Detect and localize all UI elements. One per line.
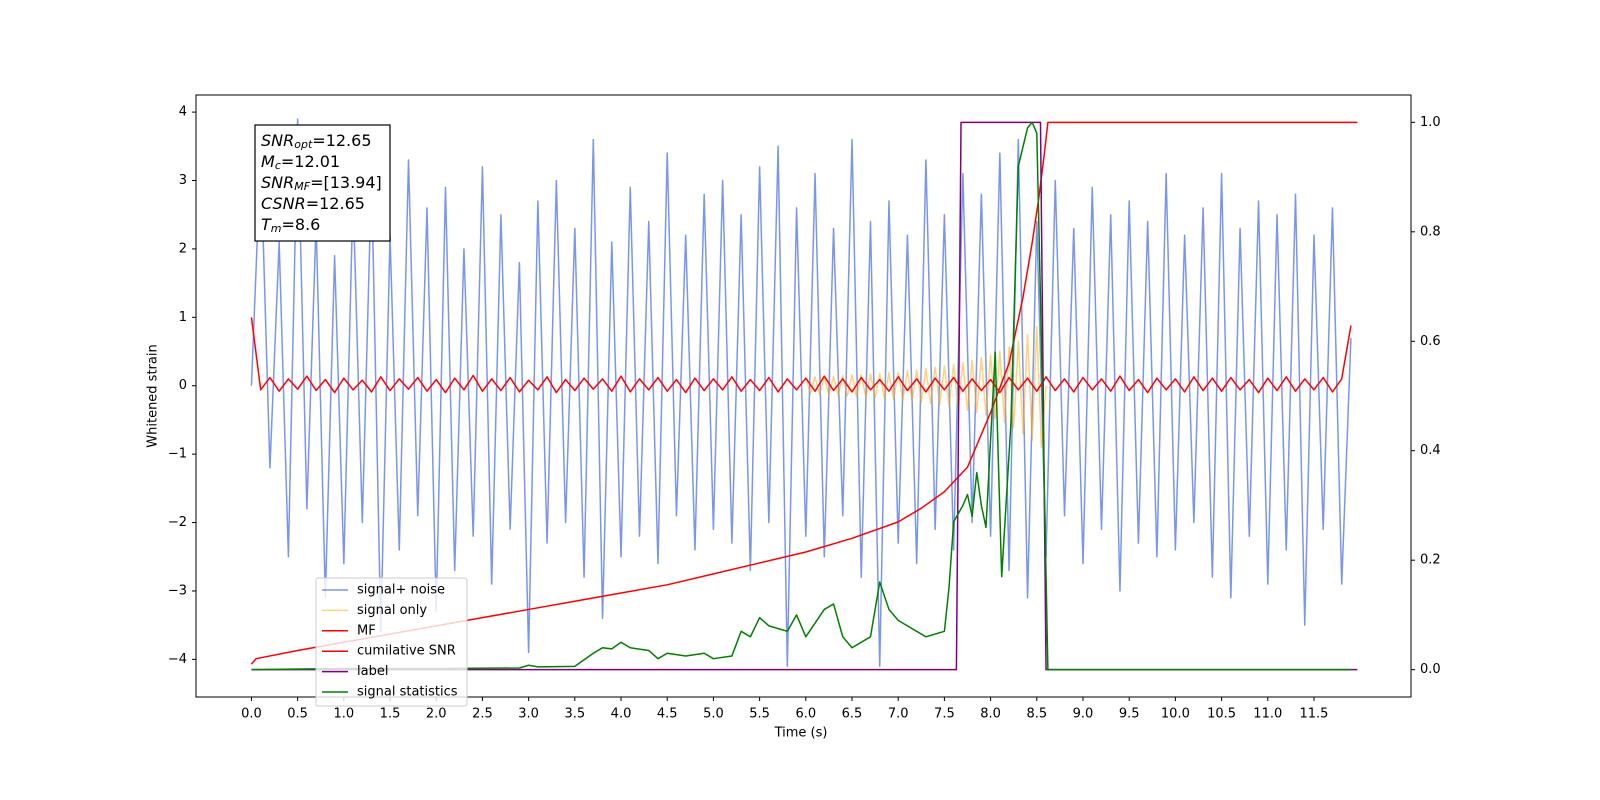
x-tick-label: 3.0 [518,707,539,722]
x-tick-label: 5.5 [749,707,770,722]
x-tick-label: 3.5 [564,707,585,722]
annotation-box [254,124,391,242]
x-tick-label: 10.0 [1161,707,1190,722]
y-tick-label: −1 [168,447,187,462]
annotation-value: =12.65 [312,131,371,150]
annotation-value: =12.01 [281,152,340,171]
annotation-subscript: m [271,222,282,235]
x-tick-label: 0.0 [241,707,262,722]
y-tick-label: 0 [179,378,187,393]
y-tick-label: 3 [179,173,187,188]
legend-label: signal only [357,603,427,618]
x-axis-label: Time (s) [774,726,828,741]
x-tick-label: 6.0 [795,707,816,722]
annotation-symbol: T [261,215,272,234]
annotation-symbol: CSNR [261,194,306,213]
x-tick-label: 2.5 [472,707,493,722]
x-tick-label: 4.0 [611,707,632,722]
y2-tick-label: 0.0 [1420,662,1441,677]
series-line [250,317,1352,394]
x-tick-label: 9.5 [1119,707,1140,722]
y-tick-label: −3 [168,583,187,598]
legend-box [315,577,468,707]
y-tick-label: 4 [179,105,187,120]
x-tick-label: 2.0 [426,707,447,722]
x-tick-label: 7.5 [934,707,955,722]
annotation-line: Tm=8.6 [261,215,320,236]
annotation-subscript: opt [294,138,313,151]
series-line [805,326,1047,449]
x-tick-label: 11.5 [1300,707,1329,722]
x-tick-label: 5.0 [703,707,724,722]
x-tick-label: 8.5 [1026,707,1047,722]
legend-label: MF [357,623,376,638]
annotation-symbol: SNR [261,131,294,150]
legend-label: cumilative SNR [357,644,456,659]
x-tick-label: 8.0 [980,707,1001,722]
axes-frame [195,94,1412,698]
y-axis-label: Whitened strain [146,344,161,447]
annotation-line: Mc=12.01 [261,152,340,173]
annotation-line: SNRMF=[13.94] [261,173,382,194]
legend-label: label [357,664,388,679]
annotation-value: =8.6 [282,215,321,234]
y-tick-label: −4 [168,652,187,667]
x-tick-label: 10.5 [1207,707,1236,722]
y2-tick-label: 0.2 [1420,553,1441,568]
y2-tick-label: 0.4 [1420,443,1441,458]
y2-tick-label: 0.6 [1420,334,1441,349]
x-tick-label: 1.5 [380,707,401,722]
series-line [250,118,1352,667]
legend-label: signal statistics [357,685,458,700]
annotation-subscript: c [275,159,281,172]
y-tick-label: 1 [179,310,187,325]
annotation-subscript: MF [294,180,310,193]
annotation-value: =12.65 [306,194,365,213]
annotation-symbol: M [261,152,275,171]
y2-tick-label: 1.0 [1420,115,1441,130]
x-tick-label: 9.0 [1073,707,1094,722]
annotation-value: =[13.94] [310,173,382,192]
x-tick-label: 6.5 [842,707,863,722]
annotation-line: CSNR=12.65 [261,194,365,213]
x-tick-label: 4.5 [657,707,678,722]
legend: signal+ noise signal only MF cumilative SNR… [315,577,468,707]
annotation-symbol: SNR [261,173,294,192]
y2-tick-label: 0.8 [1420,224,1441,239]
series-line [251,121,1351,671]
x-tick-label: 7.0 [888,707,909,722]
legend-label: signal+ noise [357,583,445,598]
annotation: SNRopt=12.65Mc=12.01SNRMF=[13.94]CSNR=12… [254,124,391,242]
y-tick-label: −2 [168,515,187,530]
x-tick-label: 11.0 [1253,707,1282,722]
x-tick-label: 1.0 [333,707,354,722]
y-tick-label: 2 [179,241,187,256]
x-tick-label: 0.5 [287,707,308,722]
annotation-line: SNRopt=12.65 [261,131,372,152]
